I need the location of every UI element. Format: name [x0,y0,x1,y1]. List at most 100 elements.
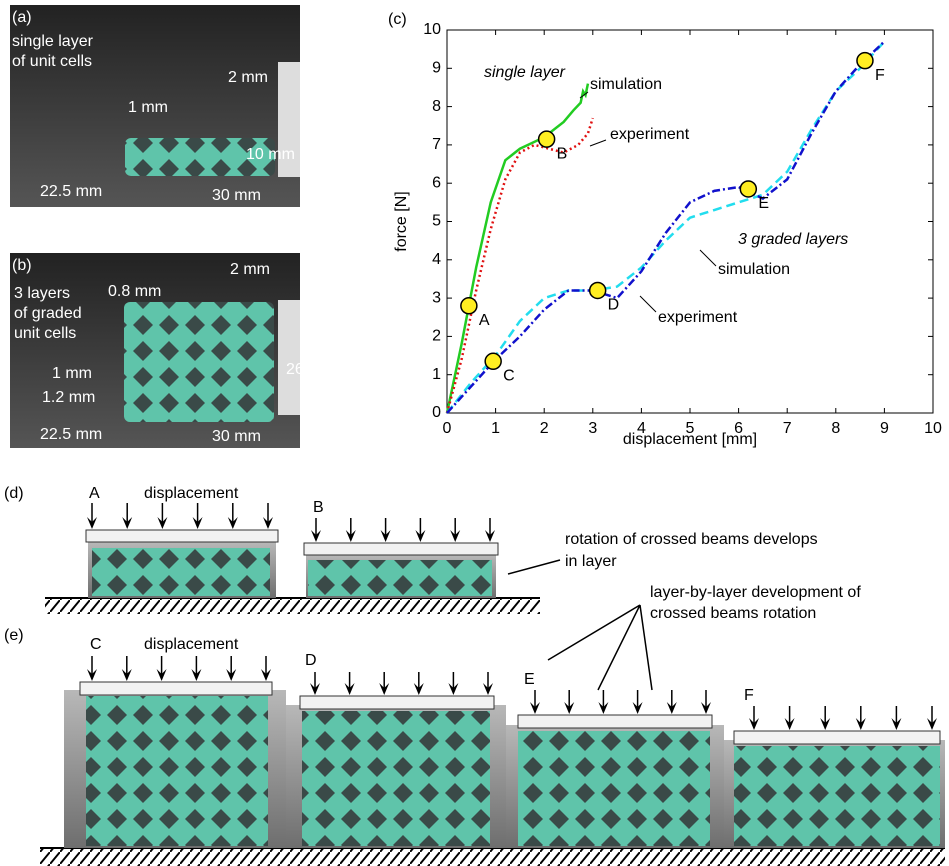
specimen [92,548,270,596]
caption: 3 layers [14,285,70,302]
state-label: F [744,687,754,704]
state-label: A [89,485,100,502]
panel-label: (e) [4,627,24,644]
y-tick-label: 3 [432,289,441,306]
y-tick-label: 1 [432,366,441,383]
plate [80,682,272,695]
series-line [447,84,588,413]
dimension: 10 mm [246,146,295,163]
series-line [447,118,593,413]
plate [734,731,940,744]
dimension: 0.8 mm [108,283,161,300]
panel-label: (c) [388,11,407,28]
specimen [518,731,710,846]
plate [300,696,494,709]
state-point [857,53,873,69]
note: rotation of crossed beams develops [565,531,818,548]
caption: unit cells [14,325,76,342]
state-label: D [305,652,317,669]
specimen [302,711,490,846]
pointer [548,605,652,690]
annotation: simulation [590,76,662,93]
state-label: A [479,312,490,329]
y-tick-label: 9 [432,60,441,77]
state-point [740,181,756,197]
state-label: E [524,671,535,688]
y-axis-title: force [N] [393,191,410,251]
dimension: 1.2 mm [42,389,95,406]
series-line [447,41,884,413]
state-label: D [608,297,620,314]
y-tick-label: 0 [432,404,441,421]
state-label: B [313,499,324,516]
plot-frame [447,30,933,413]
annotation: single layer [484,64,566,81]
caption: of graded [14,305,82,322]
ground [40,848,945,866]
figure-canvas: (a) single layer of unit cells 2 mm 1 mm… [0,0,949,866]
annotation: experiment [610,126,690,143]
x-tick-label: 9 [880,420,889,437]
state-label: E [758,195,769,212]
x-tick-label: 2 [540,420,549,437]
y-tick-label: 2 [432,328,441,345]
caption: single layer [12,33,94,50]
specimen [86,696,268,846]
annotation: simulation [718,261,790,278]
state-point [590,282,606,298]
x-tick-label: 10 [924,420,942,437]
state-label: C [503,368,515,385]
state-label: B [557,145,568,162]
specimen [308,560,492,596]
x-tick-label: 7 [783,420,792,437]
x-tick-label: 0 [443,420,452,437]
annotation: 3 graded layers [738,231,848,248]
plate [304,543,498,555]
series-line [447,41,884,413]
y-tick-label: 10 [423,21,441,38]
plate [86,530,278,542]
dimension: 2 mm [228,69,268,86]
note: in layer [565,553,617,570]
dimension: 1 mm [128,99,168,116]
ground [45,598,540,614]
note: crossed beams rotation [650,605,816,622]
panel-label: (d) [4,485,24,502]
x-tick-label: 3 [588,420,597,437]
plate [518,715,712,728]
dimension: 2 mm [230,261,270,278]
dimension: 22.5 mm [40,183,102,200]
dimension: 22.5 mm [40,426,102,443]
y-tick-label: 7 [432,136,441,153]
pointer [580,92,716,312]
x-tick-label: 1 [491,420,500,437]
panel-label: (a) [12,9,32,26]
annotation: experiment [658,309,738,326]
dimension: 1 mm [52,365,92,382]
state-point [461,298,477,314]
ruler [278,300,300,415]
caption: of unit cells [12,53,92,70]
specimen [734,746,940,846]
y-tick-label: 5 [432,213,441,230]
state-point [485,353,501,369]
specimen [124,302,274,422]
note: layer-by-layer development of [650,584,861,601]
panel-label: (b) [12,257,32,274]
pointer [508,560,560,574]
y-tick-label: 8 [432,98,441,115]
figure: (a) single layer of unit cells 2 mm 1 mm… [0,0,949,866]
load-label: displacement [144,636,239,653]
x-axis-title: displacement [mm] [623,431,757,448]
y-tick-label: 4 [432,251,441,268]
dimension: 26 mm [286,361,335,378]
state-label: F [875,67,885,84]
y-tick-label: 6 [432,174,441,191]
state-point [539,131,555,147]
state-label: C [90,636,102,653]
load-label: displacement [144,485,239,502]
dimension: 30 mm [212,187,261,204]
dimension: 30 mm [212,428,261,445]
x-tick-label: 8 [831,420,840,437]
